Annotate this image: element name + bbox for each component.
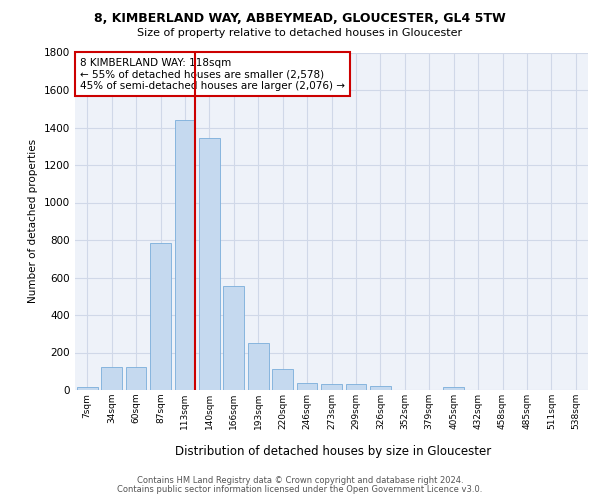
Text: 8 KIMBERLAND WAY: 118sqm
← 55% of detached houses are smaller (2,578)
45% of sem: 8 KIMBERLAND WAY: 118sqm ← 55% of detach… bbox=[80, 58, 345, 91]
Text: 8, KIMBERLAND WAY, ABBEYMEAD, GLOUCESTER, GL4 5TW: 8, KIMBERLAND WAY, ABBEYMEAD, GLOUCESTER… bbox=[94, 12, 506, 26]
Bar bbox=[150, 243, 171, 390]
Bar bbox=[199, 138, 220, 390]
Text: Distribution of detached houses by size in Gloucester: Distribution of detached houses by size … bbox=[175, 444, 491, 458]
Bar bbox=[248, 343, 269, 390]
Bar bbox=[77, 387, 98, 390]
Bar bbox=[321, 384, 342, 390]
Text: Contains HM Land Registry data © Crown copyright and database right 2024.: Contains HM Land Registry data © Crown c… bbox=[137, 476, 463, 485]
Bar bbox=[125, 366, 146, 390]
Bar bbox=[346, 384, 367, 390]
Bar bbox=[223, 286, 244, 390]
Bar bbox=[272, 370, 293, 390]
Bar bbox=[370, 386, 391, 390]
Y-axis label: Number of detached properties: Number of detached properties bbox=[28, 139, 38, 304]
Text: Contains public sector information licensed under the Open Government Licence v3: Contains public sector information licen… bbox=[118, 485, 482, 494]
Bar bbox=[443, 386, 464, 390]
Bar bbox=[175, 120, 196, 390]
Bar bbox=[296, 384, 317, 390]
Bar bbox=[101, 366, 122, 390]
Text: Size of property relative to detached houses in Gloucester: Size of property relative to detached ho… bbox=[137, 28, 463, 38]
